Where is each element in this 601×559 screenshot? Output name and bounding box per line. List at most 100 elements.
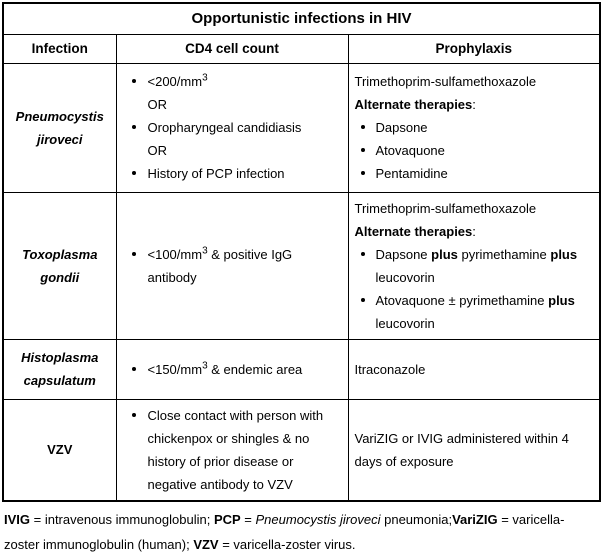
prophylaxis-cell: Trimethoprim-sulfamethoxazole Alternate t… <box>347 191 601 340</box>
header-row: Infection CD4 cell count Prophylaxis <box>2 33 601 64</box>
list-item-text: VariZIG or IVIG administered within 4 da… <box>355 431 569 469</box>
text-segment: Atovaquone ± pyrimethamine <box>375 292 549 308</box>
text-segment: : <box>472 223 476 239</box>
infection-name: Histoplasma capsulatum <box>2 338 117 400</box>
text-segment: pneumonia; <box>380 511 453 527</box>
infection-name: Toxoplasma gondii <box>2 191 117 340</box>
list-item: History of PCP infection <box>123 162 342 185</box>
list-item: <100/mm3 & positive IgG antibody <box>123 243 342 289</box>
text-segment: 3 <box>202 72 208 84</box>
cd4-cell: <200/mm3 OR Oropharyngeal candidiasis OR His… <box>115 62 349 193</box>
infection-name: Pneumocystis jiroveci <box>2 62 117 193</box>
list-item-text: Itraconazole <box>355 362 426 377</box>
list-item-text: Dapsone <box>376 120 428 135</box>
text-segment: = intravenous immunoglobulin; <box>30 511 214 527</box>
footnote: IVIG = intravenous immunoglobulin; PCP =… <box>2 502 599 557</box>
text-segment: Trimethoprim-sulfamethoxazole <box>354 74 537 89</box>
list-item-text: Trimethoprim-sulfamethoxazole <box>355 201 537 216</box>
column-header-prophylaxis: Prophylaxis <box>347 33 601 64</box>
list-item-text: History of PCP infection <box>148 166 285 181</box>
text-segment: IVIG <box>4 511 31 527</box>
prophylaxis-cell: Trimethoprim-sulfamethoxazole Alternate t… <box>347 62 601 193</box>
list-item-text: Alternate therapies: <box>355 224 476 239</box>
text-segment: VZV <box>193 536 219 552</box>
list-item: Trimethoprim-sulfamethoxazole <box>355 70 594 93</box>
list-item: Itraconazole <box>355 358 594 381</box>
text-segment: & endemic area <box>207 361 303 377</box>
list-item-text: Alternate therapies: <box>355 97 476 112</box>
list-item: Pentamidine <box>355 162 594 185</box>
text-segment: Alternate therapies <box>354 97 473 112</box>
text-segment: plus <box>548 292 575 308</box>
text-segment: plus <box>550 246 578 262</box>
page-title: Opportunistic infections in HIV <box>2 2 601 35</box>
infection-name: VZV <box>2 398 117 501</box>
list-item-text: Oropharyngeal candidiasis <box>148 120 302 135</box>
text-segment: & positive IgG antibody <box>147 246 293 285</box>
bullet-icon <box>131 251 136 256</box>
list-item: VariZIG or IVIG administered within 4 da… <box>355 427 594 473</box>
prophylaxis-cell: Itraconazole <box>347 338 601 400</box>
list-item-text: <100/mm3 & positive IgG antibody <box>147 245 293 285</box>
list-item-text: Close contact with person with chickenpo… <box>148 408 324 492</box>
list-item: OR <box>123 139 342 162</box>
bullet-icon <box>131 125 136 129</box>
bullet-icon <box>360 148 365 152</box>
list-item: Alternate therapies: <box>355 220 594 243</box>
text-segment: = varicella-zoster virus. <box>218 536 356 552</box>
bullet-icon <box>360 171 365 175</box>
list-item: Dapsone plus pyrimethamine plus leucovor… <box>355 243 594 289</box>
list-item: Close contact with person with chickenpo… <box>123 404 342 496</box>
text-segment: Close contact with person with chickenpo… <box>147 407 324 492</box>
text-segment: VariZIG <box>452 511 498 527</box>
list-item-text: Pentamidine <box>376 166 448 181</box>
text-segment: Dapsone <box>375 246 432 262</box>
table-row: Pneumocystis jiroveci <200/mm3 OR Orophary… <box>2 62 601 193</box>
text-segment: leucovorin <box>375 315 435 331</box>
infections-table: Opportunistic infections in HIV Infectio… <box>2 2 601 502</box>
list-item: <150/mm3 & endemic area <box>123 358 342 381</box>
list-item: Atovaquone <box>355 139 594 162</box>
text-segment: Alternate therapies <box>354 223 473 239</box>
table-row: Histoplasma capsulatum <150/mm3 & endemi… <box>2 338 601 400</box>
list-item: Oropharyngeal candidiasis <box>123 116 342 139</box>
text-segment: Atovaquone <box>375 143 445 158</box>
text-segment: Itraconazole <box>354 361 426 377</box>
text-segment: : <box>472 97 476 112</box>
text-segment: <200/mm <box>147 74 203 89</box>
text-segment: Dapsone <box>375 120 428 135</box>
cd4-cell: <100/mm3 & positive IgG antibody <box>115 191 349 340</box>
list-item-text: <200/mm3 <box>147 72 208 89</box>
text-segment: = <box>240 511 256 527</box>
text-segment: 3 <box>202 245 208 257</box>
text-segment: 3 <box>202 360 208 372</box>
list-item: Dapsone <box>355 116 594 139</box>
cd4-cell: <150/mm3 & endemic area <box>115 338 349 400</box>
text-segment: plus <box>431 246 458 262</box>
bullet-icon <box>131 171 136 175</box>
list-item-text: Dapsone plus pyrimethamine plus leucovor… <box>376 247 578 285</box>
list-item: Atovaquone ± pyrimethamine plus leucovor… <box>355 289 594 335</box>
text-segment: <150/mm <box>147 361 203 377</box>
text-segment: History of PCP infection <box>147 166 285 181</box>
text-segment: Oropharyngeal candidiasis <box>147 120 302 135</box>
text-segment: = varicella-zoster immunoglobulin (human… <box>4 511 565 552</box>
cd4-cell: Close contact with person with chickenpo… <box>115 398 349 501</box>
bullet-icon <box>131 412 136 417</box>
prophylaxis-cell: VariZIG or IVIG administered within 4 da… <box>347 398 601 501</box>
text-segment: leucovorin <box>375 269 435 285</box>
table-row: Toxoplasma gondii <100/mm3 & positive Ig… <box>2 191 601 340</box>
text-segment: pyrimethamine <box>457 246 551 262</box>
text-segment: OR <box>147 143 168 158</box>
list-item-text: Atovaquone <box>376 143 445 158</box>
list-item: Trimethoprim-sulfamethoxazole <box>355 197 594 220</box>
text-segment: Pentamidine <box>375 166 448 181</box>
list-item: Alternate therapies: <box>355 93 594 116</box>
list-item-text: OR <box>148 143 168 158</box>
bullet-icon <box>131 366 136 371</box>
text-segment: OR <box>147 97 168 112</box>
list-item-text: Atovaquone ± pyrimethamine plus leucovor… <box>376 293 575 331</box>
bullet-icon <box>131 79 136 83</box>
bullet-icon <box>360 297 365 302</box>
